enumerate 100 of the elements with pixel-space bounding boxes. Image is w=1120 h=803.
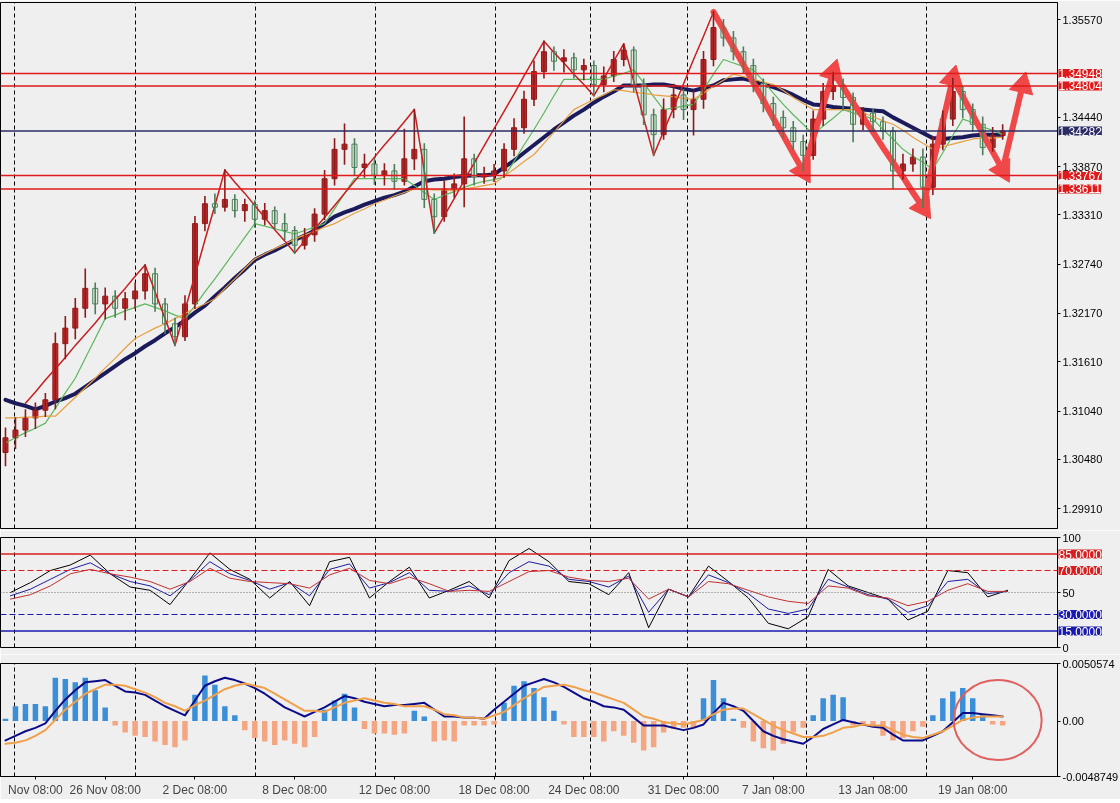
- bar: [162, 721, 168, 745]
- bar: [461, 721, 467, 726]
- y-tick-label: 1.31610: [1062, 355, 1103, 368]
- x-tick-label: 8 Dec 08:00: [262, 782, 328, 797]
- bar: [152, 721, 158, 742]
- candlestick: [331, 138, 338, 186]
- candlestick: [2, 427, 9, 467]
- bar: [311, 721, 318, 737]
- candlestick: [12, 417, 19, 449]
- bar: [471, 721, 477, 726]
- bar: [561, 721, 567, 725]
- bar: [930, 715, 936, 722]
- bar: [232, 715, 238, 722]
- bar: [830, 694, 836, 722]
- bar: [531, 688, 537, 722]
- x-tick-label: 18 Dec 08:00: [458, 782, 531, 797]
- ref-line-label: 1.33767: [1058, 169, 1103, 183]
- y-tick-label: 50: [1062, 586, 1075, 599]
- bar: [391, 721, 398, 735]
- x-tick-label: 7 Jan 08:00: [741, 782, 805, 797]
- y-tick-label: 1.30480: [1062, 453, 1103, 466]
- bar: [12, 706, 19, 722]
- bar: [800, 721, 806, 728]
- bar: [431, 721, 438, 742]
- candlestick: [351, 138, 358, 176]
- bar: [281, 721, 288, 741]
- bar: [371, 721, 378, 734]
- bar: [551, 710, 557, 722]
- candlestick: [381, 163, 388, 186]
- bar: [611, 721, 617, 732]
- bar: [541, 697, 547, 722]
- bar: [491, 721, 497, 725]
- y-tick-label: 1.29910: [1062, 502, 1103, 515]
- y-tick-label: 1.34440: [1062, 111, 1103, 124]
- x-tick-label: 31 Dec 08:00: [647, 782, 720, 797]
- bar: [910, 721, 916, 732]
- bar: [32, 703, 39, 722]
- x-tick-label: 12 Dec 08:00: [358, 782, 431, 797]
- y-tick-label: 1.33310: [1062, 208, 1103, 221]
- bar: [920, 721, 926, 727]
- x-tick-label: Nov 08:00: [8, 782, 64, 797]
- bar: [132, 721, 138, 736]
- bar: [142, 721, 148, 737]
- point: [988, 157, 1011, 183]
- bar: [351, 707, 358, 722]
- ref-line-label: 30.0000: [1058, 608, 1103, 622]
- x-tick-label: 13 Jan 08:00: [838, 782, 909, 797]
- bar: [271, 721, 278, 745]
- y-tick-label: 1.31040: [1062, 405, 1103, 418]
- bar: [222, 706, 228, 722]
- ref-line-label: 1.34282: [1058, 124, 1103, 139]
- y-tick-label: 0.00: [1062, 715, 1084, 728]
- bar: [262, 721, 268, 742]
- candlestick: [42, 392, 49, 418]
- bar: [441, 721, 447, 741]
- bar: [451, 721, 457, 742]
- candlestick: [22, 409, 29, 437]
- bar: [620, 721, 627, 736]
- bar: [242, 721, 248, 731]
- candlestick: [321, 170, 328, 221]
- point: [908, 194, 932, 220]
- y-tick-label: 1.35570: [1062, 13, 1103, 26]
- bar: [401, 721, 408, 734]
- y-tick-label: 0.0050574: [1062, 657, 1115, 670]
- bar: [212, 684, 218, 722]
- x-tick-label: 2 Dec 08:00: [162, 782, 228, 797]
- bar: [740, 721, 747, 728]
- y-tick-label: -0.0048749: [1062, 770, 1119, 783]
- ref-line-label: 15.0000: [1058, 624, 1103, 639]
- ref-line-label: 85.0000: [1058, 547, 1103, 562]
- bar: [361, 721, 368, 729]
- bar: [122, 721, 128, 733]
- candlestick: [371, 158, 378, 185]
- ref-line-label: 1.34948: [1058, 67, 1103, 81]
- bar: [252, 721, 258, 739]
- bar: [172, 721, 178, 748]
- y-tick-label: 0: [1062, 641, 1069, 654]
- bar: [810, 715, 816, 722]
- bar: [22, 703, 29, 722]
- x-tick-label: 19 Jan 08:00: [938, 782, 1008, 797]
- ref-line-label: 1.34804: [1058, 79, 1103, 94]
- x-tick-label: 26 Nov 08:00: [69, 782, 142, 797]
- bar: [571, 721, 577, 737]
- bar: [112, 721, 118, 726]
- bar: [591, 721, 597, 737]
- bar: [102, 707, 108, 722]
- bar: [301, 721, 308, 748]
- bar: [940, 698, 946, 722]
- bar: [381, 721, 388, 734]
- bar: [601, 721, 607, 742]
- bar: [92, 690, 98, 722]
- line-series: [9, 567, 1009, 607]
- y-tick-label: 1.32740: [1062, 258, 1103, 271]
- y-tick-label: 100: [1062, 531, 1081, 544]
- ref-line-label: 70.0000: [1058, 564, 1103, 578]
- bar: [840, 697, 846, 722]
- bar: [630, 721, 637, 743]
- bar: [581, 721, 587, 737]
- ref-line-label: 1.33611: [1058, 182, 1102, 197]
- bar: [820, 698, 826, 722]
